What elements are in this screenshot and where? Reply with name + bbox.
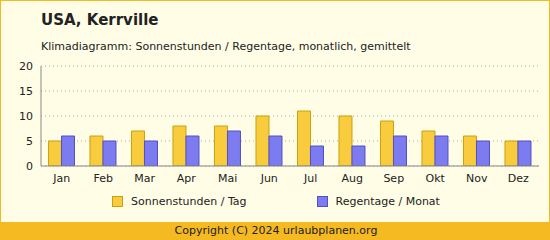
svg-text:Dez: Dez xyxy=(508,172,529,185)
svg-text:Feb: Feb xyxy=(94,172,113,185)
svg-text:Jan: Jan xyxy=(52,172,70,185)
svg-text:0: 0 xyxy=(26,160,33,173)
svg-text:Aug: Aug xyxy=(342,172,363,185)
svg-text:Jul: Jul xyxy=(303,172,317,185)
svg-text:Sep: Sep xyxy=(383,172,404,185)
svg-text:10: 10 xyxy=(19,110,33,123)
html-text:Klimadiagramm: Sonnenstunden /: Klimadiagramm: Sonnenstunden / Regentage… xyxy=(41,40,411,53)
svg-text:Mai: Mai xyxy=(218,172,237,185)
html-text:Sonnenstunden / Tag: Sonnenstunden / Tag xyxy=(131,195,247,208)
html-text:USA, Kerrville: USA, Kerrville xyxy=(41,11,159,29)
svg-text:Okt: Okt xyxy=(426,172,446,185)
svg-text:Apr: Apr xyxy=(177,172,197,185)
html-text:Regentage / Monat: Regentage / Monat xyxy=(335,195,440,208)
svg-text:15: 15 xyxy=(19,85,33,98)
svg-text:5: 5 xyxy=(26,135,33,148)
svg-text:Nov: Nov xyxy=(466,172,488,185)
html-text:Copyright (C) 2024 urlaubplane: Copyright (C) 2024 urlaubplanen.org xyxy=(174,224,378,237)
svg-text:Mar: Mar xyxy=(134,172,155,185)
svg-text:Jun: Jun xyxy=(260,172,278,185)
svg-text:20: 20 xyxy=(19,60,33,73)
